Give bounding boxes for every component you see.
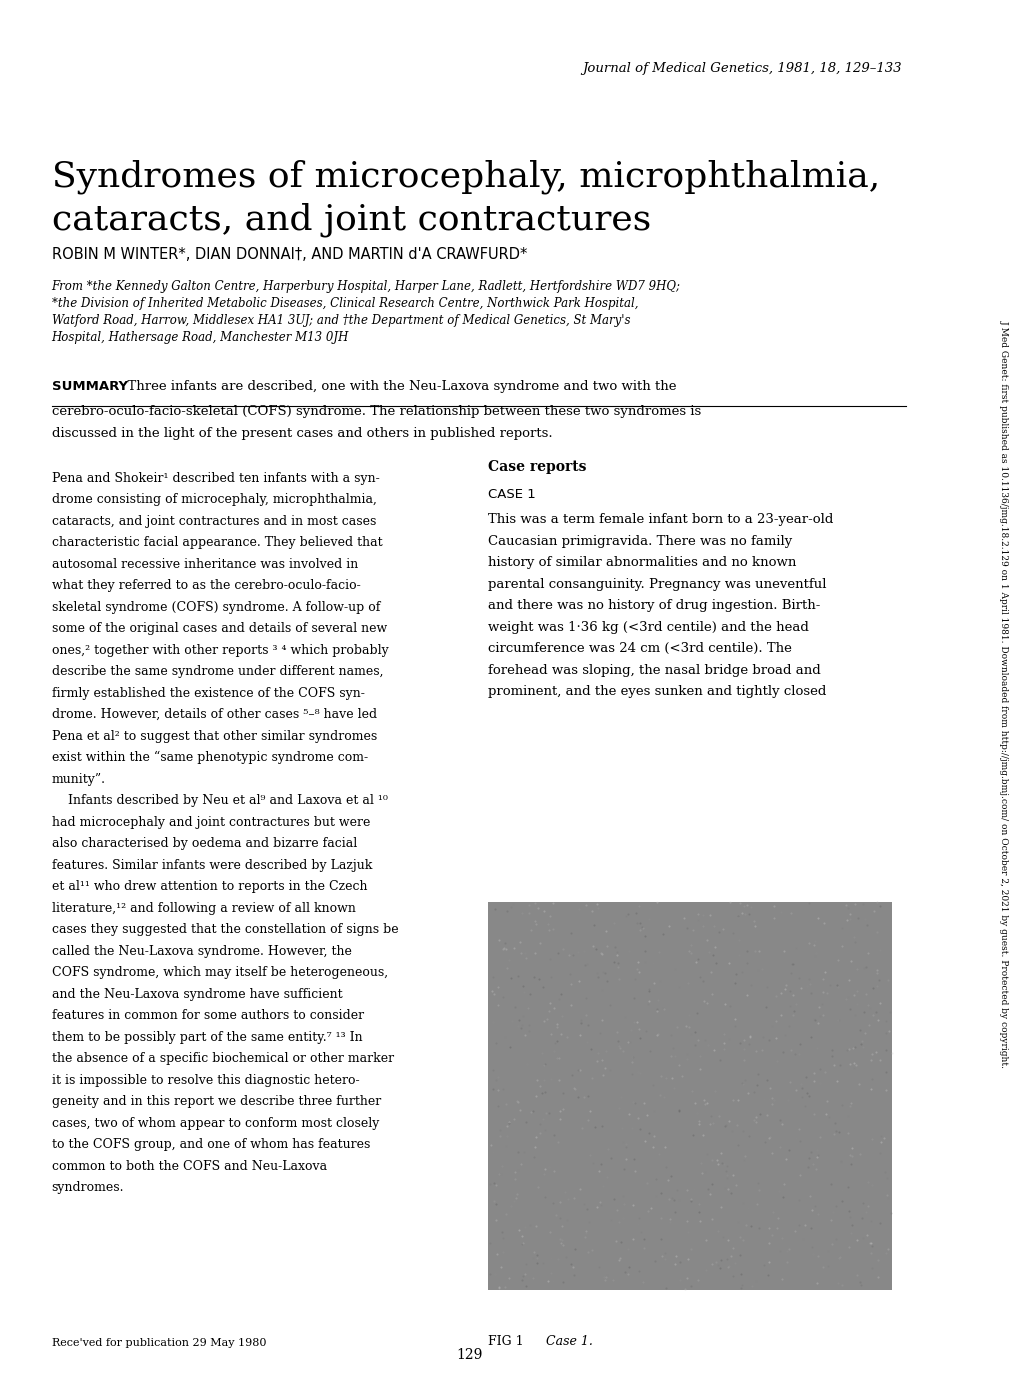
Text: ones,² together with other reports ³ ⁴ which probably: ones,² together with other reports ³ ⁴ w… — [52, 644, 388, 656]
Text: parental consanguinity. Pregnancy was uneventful: parental consanguinity. Pregnancy was un… — [488, 577, 825, 591]
Text: exist within the “same phenotypic syndrome com-: exist within the “same phenotypic syndro… — [52, 752, 368, 764]
Text: Journal of Medical Genetics, 1981, 18, 129–133: Journal of Medical Genetics, 1981, 18, 1… — [582, 62, 901, 75]
Text: geneity and in this report we describe three further: geneity and in this report we describe t… — [52, 1096, 380, 1108]
Text: drome consisting of microcephaly, microphthalmia,: drome consisting of microcephaly, microp… — [52, 492, 376, 506]
Text: CASE 1: CASE 1 — [488, 488, 535, 501]
Text: Case 1.: Case 1. — [546, 1336, 593, 1348]
Text: COFS syndrome, which may itself be heterogeneous,: COFS syndrome, which may itself be heter… — [52, 965, 387, 979]
Text: discussed in the light of the present cases and others in published reports.: discussed in the light of the present ca… — [52, 427, 551, 440]
Text: J Med Genet: first published as 10.1136/jmg.18.2.129 on 1 April 1981. Downloaded: J Med Genet: first published as 10.1136/… — [1000, 319, 1008, 1068]
Text: Pena et al² to suggest that other similar syndromes: Pena et al² to suggest that other simila… — [52, 730, 376, 742]
Text: describe the same syndrome under different names,: describe the same syndrome under differe… — [52, 666, 383, 678]
Text: cataracts, and joint contractures and in most cases: cataracts, and joint contractures and in… — [52, 515, 376, 527]
Text: circumference was 24 cm (<3rd centile). The: circumference was 24 cm (<3rd centile). … — [488, 642, 792, 655]
Text: what they referred to as the cerebro-oculo-facio-: what they referred to as the cerebro-ocu… — [52, 580, 360, 592]
Text: cases they suggested that the constellation of signs be: cases they suggested that the constellat… — [52, 924, 397, 936]
Text: to the COFS group, and one of whom has features: to the COFS group, and one of whom has f… — [52, 1137, 370, 1151]
Text: weight was 1·36 kg (<3rd centile) and the head: weight was 1·36 kg (<3rd centile) and th… — [488, 621, 808, 634]
Text: munity”.: munity”. — [52, 773, 106, 785]
Text: firmly established the existence of the COFS syn-: firmly established the existence of the … — [52, 687, 364, 699]
Text: Case reports: Case reports — [488, 460, 586, 474]
Bar — [488, 902, 891, 1290]
Text: history of similar abnormalities and no known: history of similar abnormalities and no … — [488, 556, 796, 569]
Text: This was a term female infant born to a 23-year-old: This was a term female infant born to a … — [488, 513, 833, 526]
Text: cases, two of whom appear to conform most closely: cases, two of whom appear to conform mos… — [52, 1117, 379, 1129]
Text: ROBIN M WINTER*, DIAN DONNAI†, AND MARTIN d'A CRAWFURD*: ROBIN M WINTER*, DIAN DONNAI†, AND MARTI… — [52, 247, 527, 262]
Text: the absence of a specific biochemical or other marker: the absence of a specific biochemical or… — [52, 1051, 393, 1065]
Text: Rece'ved for publication 29 May 1980: Rece'ved for publication 29 May 1980 — [52, 1338, 266, 1348]
Text: it is impossible to resolve this diagnostic hetero-: it is impossible to resolve this diagnos… — [52, 1074, 359, 1086]
Text: features. Similar infants were described by Lazjuk: features. Similar infants were described… — [52, 859, 372, 871]
Text: prominent, and the eyes sunken and tightly closed: prominent, and the eyes sunken and tight… — [488, 685, 825, 698]
Text: also characterised by oedema and bizarre facial: also characterised by oedema and bizarre… — [52, 836, 357, 850]
Text: cerebro-oculo-facio-skeletal (COFS) syndrome. The relationship between these two: cerebro-oculo-facio-skeletal (COFS) synd… — [52, 405, 700, 417]
Text: features in common for some authors to consider: features in common for some authors to c… — [52, 1010, 364, 1022]
Text: et al¹¹ who drew attention to reports in the Czech: et al¹¹ who drew attention to reports in… — [52, 879, 367, 893]
Text: and there was no history of drug ingestion. Birth-: and there was no history of drug ingesti… — [488, 599, 819, 612]
Text: Syndromes of microcephaly, microphthalmia,
cataracts, and joint contractures: Syndromes of microcephaly, microphthalmi… — [52, 160, 879, 237]
Text: common to both the COFS and Neu-Laxova: common to both the COFS and Neu-Laxova — [52, 1160, 326, 1172]
Text: Caucasian primigravida. There was no family: Caucasian primigravida. There was no fam… — [488, 535, 792, 548]
Text: syndromes.: syndromes. — [52, 1180, 124, 1194]
Text: autosomal recessive inheritance was involved in: autosomal recessive inheritance was invo… — [52, 558, 358, 570]
Text: Infants described by Neu et al⁹ and Laxova et al ¹⁰: Infants described by Neu et al⁹ and Laxo… — [52, 793, 387, 807]
Text: them to be possibly part of the same entity.⁷ ¹³ In: them to be possibly part of the same ent… — [52, 1031, 362, 1043]
Text: forehead was sloping, the nasal bridge broad and: forehead was sloping, the nasal bridge b… — [488, 664, 820, 677]
Text: literature,¹² and following a review of all known: literature,¹² and following a review of … — [52, 902, 356, 914]
Text: FIG 1: FIG 1 — [488, 1336, 524, 1348]
Text: and the Neu-Laxova syndrome have sufficient: and the Neu-Laxova syndrome have suffici… — [52, 988, 342, 1000]
Text: some of the original cases and details of several new: some of the original cases and details o… — [52, 623, 386, 635]
Text: From *the Kennedy Galton Centre, Harperbury Hospital, Harper Lane, Radlett, Hert: From *the Kennedy Galton Centre, Harperb… — [52, 280, 680, 344]
Text: drome. However, details of other cases ⁵–⁸ have led: drome. However, details of other cases ⁵… — [52, 707, 376, 721]
Text: Three infants are described, one with the Neu-Laxova syndrome and two with the: Three infants are described, one with th… — [119, 380, 676, 393]
Text: skeletal syndrome (COFS) syndrome. A follow-up of: skeletal syndrome (COFS) syndrome. A fol… — [52, 601, 380, 613]
Text: characteristic facial appearance. They believed that: characteristic facial appearance. They b… — [52, 535, 382, 549]
Text: 129: 129 — [455, 1348, 482, 1362]
Text: called the Neu-Laxova syndrome. However, the: called the Neu-Laxova syndrome. However,… — [52, 945, 352, 957]
Text: SUMMARY: SUMMARY — [52, 380, 127, 393]
Text: Pena and Shokeir¹ described ten infants with a syn-: Pena and Shokeir¹ described ten infants … — [52, 472, 379, 484]
Text: had microcephaly and joint contractures but were: had microcephaly and joint contractures … — [52, 816, 370, 828]
